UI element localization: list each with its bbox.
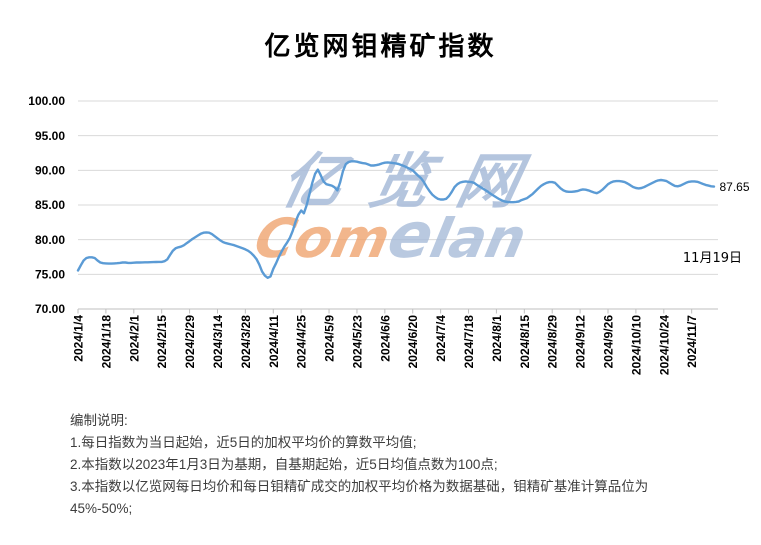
y-axis-label: 100.00 — [28, 94, 65, 108]
y-axis-label: 85.00 — [35, 198, 65, 212]
x-axis-label: 2024/7/18 — [462, 315, 476, 369]
x-axis-label: 2024/5/9 — [323, 315, 337, 362]
note-line-1: 1.每日指数为当日起始，近5日的加权平均价的算数平均值; — [70, 435, 417, 450]
notes-block: 编制说明: 1.每日指数为当日起始，近5日的加权平均价的算数平均值; 2.本指数… — [70, 410, 655, 520]
index-line — [76, 160, 716, 279]
y-axis-label: 70.00 — [35, 302, 65, 316]
axis-ticks — [77, 309, 693, 314]
x-axis-label: 2024/2/1 — [127, 315, 141, 362]
molybdenum-index-chart: 亿览网 Comelan 100.00 95.00 90.00 85.00 80.00 75… — [28, 94, 750, 375]
watermark-com: Com — [249, 207, 395, 270]
x-axis-label: 2024/8/29 — [546, 315, 560, 369]
x-axis-label: 2024/3/28 — [239, 315, 253, 369]
last-value-label: 87.65 — [720, 180, 750, 194]
y-axis-label: 80.00 — [35, 233, 65, 247]
x-axis-label: 2024/8/15 — [518, 315, 532, 369]
x-axis-label: 2024/2/29 — [183, 315, 197, 369]
x-axis-label: 2024/6/6 — [378, 315, 392, 362]
x-axis-labels: 2024/1/4 2024/1/18 2024/2/1 2024/2/15 2024/2… — [72, 315, 700, 375]
x-axis-label: 2024/10/24 — [657, 315, 671, 375]
note-line-2: 2.本指数以2023年1月3日为基期，自基期起始，近5日均值点数为100点; — [70, 457, 498, 472]
x-axis-label: 2024/1/18 — [99, 315, 113, 369]
gridlines — [78, 100, 718, 310]
watermark: 亿览网 Comelan — [249, 148, 554, 273]
x-axis-label: 2024/8/1 — [490, 315, 504, 362]
x-axis-label: 2024/6/20 — [406, 315, 420, 369]
x-axis-label: 2024/4/25 — [295, 315, 309, 369]
notes-heading: 编制说明: — [70, 413, 128, 428]
last-date-label: 11月19日 — [683, 251, 742, 266]
x-axis-label: 2024/9/12 — [574, 315, 588, 369]
x-axis-label: 2024/1/4 — [72, 315, 86, 362]
x-axis-label: 2024/4/11 — [267, 315, 281, 368]
x-axis-label: 2024/9/26 — [602, 315, 616, 369]
watermark-lan: lan — [425, 207, 532, 270]
series-group — [76, 160, 716, 279]
y-axis-label: 90.00 — [35, 164, 65, 178]
watermark-yilanwang-text: 亿览网 — [275, 148, 554, 217]
x-axis-label: 2024/3/14 — [211, 315, 225, 369]
x-axis-label: 2024/11/7 — [685, 315, 699, 368]
x-axis-label: 2024/5/23 — [350, 315, 364, 369]
y-axis-label: 95.00 — [35, 129, 65, 143]
note-line-3: 3.本指数以亿览网每日均价和每日钼精矿成交的加权平均价格为数据基础，钼精矿基准计… — [70, 479, 649, 516]
x-axis-label: 2024/7/4 — [434, 315, 448, 362]
x-axis-label: 2024/2/15 — [155, 315, 169, 369]
watermark-comelan-text: Comelan — [249, 200, 534, 273]
y-axis-label: 75.00 — [35, 268, 65, 282]
x-axis-label: 2024/10/10 — [629, 315, 643, 375]
y-axis-labels: 100.00 95.00 90.00 85.00 80.00 75.00 70.00 — [28, 94, 65, 316]
chart-title: 亿览网钼精矿指数 — [264, 32, 497, 62]
